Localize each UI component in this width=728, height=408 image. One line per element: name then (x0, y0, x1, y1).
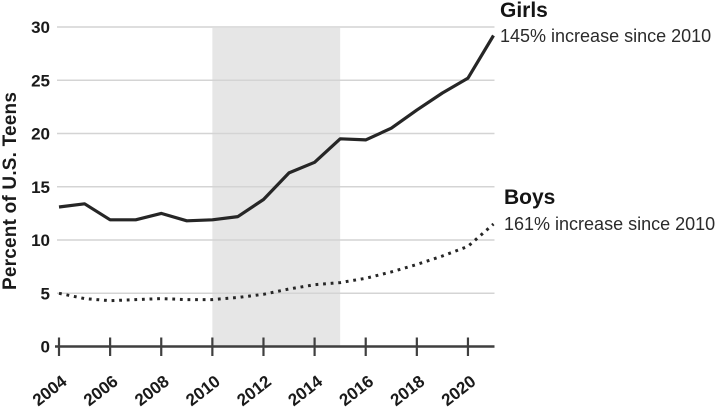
y-tick-label: 5 (41, 284, 50, 303)
x-tick-label: 2008 (131, 372, 173, 408)
y-tick-label: 20 (31, 125, 50, 144)
y-tick-label: 30 (31, 18, 50, 37)
x-tick-label: 2004 (29, 371, 71, 408)
y-tick-label: 0 (41, 338, 50, 357)
y-tick-label: 10 (31, 231, 50, 250)
x-tick-label: 2018 (387, 372, 429, 408)
girls-increase-note: 145% increase since 2010 (500, 26, 712, 46)
boys-line (58, 222, 495, 303)
x-tick-label: 2014 (285, 371, 327, 408)
x-tick-label: 2012 (233, 372, 275, 408)
x-tick-label: 2010 (182, 372, 224, 408)
girls-line (58, 34, 495, 223)
x-tick-label: 2016 (336, 372, 378, 408)
y-tick-label: 15 (31, 178, 50, 197)
boys-series-label: Boys (504, 186, 556, 209)
boys-increase-note: 161% increase since 2010 (504, 214, 716, 234)
girls-series-label: Girls (500, 0, 548, 22)
y-tick-label: 25 (31, 71, 50, 90)
x-tick-label: 2020 (438, 372, 480, 408)
x-tick-label: 2006 (80, 372, 122, 408)
